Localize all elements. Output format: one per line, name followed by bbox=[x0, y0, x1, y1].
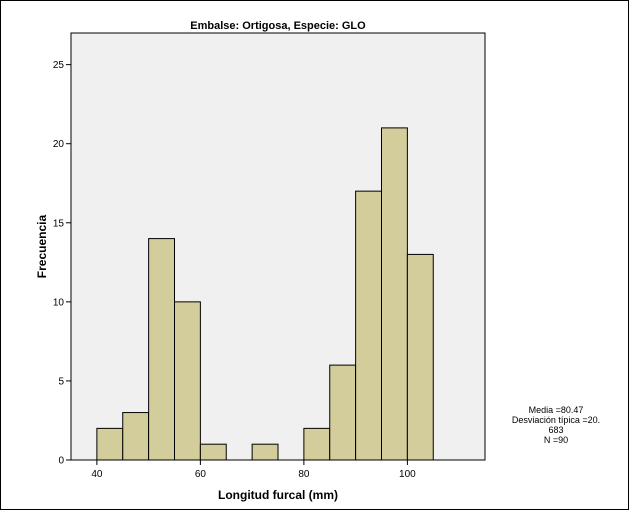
histogram-bar bbox=[199, 443, 227, 461]
y-tick-label: 5 bbox=[58, 376, 64, 387]
y-axis-label: Frecuencia bbox=[35, 214, 49, 278]
stats-line: Media =80.47 bbox=[529, 405, 584, 415]
x-tick-label: 60 bbox=[195, 469, 207, 480]
x-tick-label: 80 bbox=[298, 469, 310, 480]
y-tick-label: 10 bbox=[53, 297, 65, 308]
stats-line: N =90 bbox=[544, 435, 568, 445]
histogram-bar bbox=[251, 443, 279, 461]
histogram-bar bbox=[96, 427, 124, 461]
y-tick-label: 25 bbox=[53, 60, 65, 71]
histogram-bar bbox=[148, 238, 175, 461]
x-tick-label: 40 bbox=[91, 469, 103, 480]
histogram-bar bbox=[355, 190, 382, 461]
histogram-bar bbox=[329, 364, 357, 461]
stats-line: 683 bbox=[548, 425, 563, 435]
x-tick-label: 100 bbox=[399, 469, 416, 480]
y-tick-label: 15 bbox=[53, 218, 65, 229]
chart-title: Embalse: Ortigosa, Especie: GLO bbox=[190, 20, 366, 32]
histogram-bar bbox=[303, 427, 331, 461]
histogram-bar bbox=[174, 301, 201, 461]
histogram-bar bbox=[381, 127, 408, 461]
x-axis-label: Longitud furcal (mm) bbox=[218, 488, 338, 502]
y-tick-label: 0 bbox=[58, 456, 64, 467]
histogram-bar bbox=[406, 253, 434, 461]
histogram-bar bbox=[122, 412, 150, 461]
y-tick-label: 20 bbox=[53, 139, 65, 150]
stats-line: Desviación típica =20. bbox=[512, 415, 600, 425]
